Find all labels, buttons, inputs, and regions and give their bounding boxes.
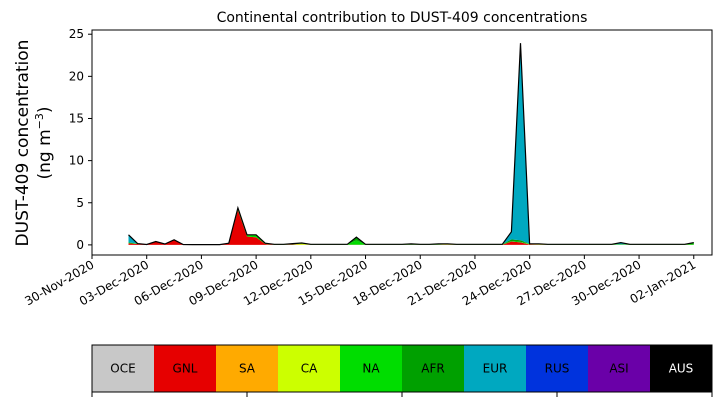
y-axis: 0 5 10 15 20 25 bbox=[69, 27, 92, 252]
area-sa bbox=[128, 210, 694, 245]
legend-label-sa: SA bbox=[239, 362, 256, 376]
legend-label-afr: AFR bbox=[421, 362, 444, 376]
legend-swatch-asi bbox=[588, 345, 650, 392]
legend-label-eur: EUR bbox=[483, 362, 508, 376]
legend-swatch-gnl bbox=[154, 345, 216, 392]
area-layers bbox=[128, 43, 694, 245]
legend-swatch-ca bbox=[278, 345, 340, 392]
chart-title: Continental contribution to DUST-409 con… bbox=[217, 10, 588, 26]
legend-label-oce: OCE bbox=[110, 362, 135, 376]
legend-swatch-aus bbox=[650, 345, 712, 392]
y-axis-label: DUST-409 concentration (ng m−3) bbox=[13, 40, 55, 247]
y-tick-label: 25 bbox=[69, 27, 84, 41]
legend: OCE GNL SA CA NA AFR EUR RUS ASI AUS bbox=[91, 344, 713, 397]
legend-label-ca: CA bbox=[301, 362, 318, 376]
y-tick-label: 20 bbox=[69, 69, 84, 83]
area-ca bbox=[128, 210, 694, 245]
legend-swatch-afr bbox=[402, 345, 464, 392]
legend-swatch-rus bbox=[526, 345, 588, 392]
y-tick-label: 5 bbox=[76, 196, 84, 210]
legend-swatch-eur bbox=[464, 345, 526, 392]
legend-label-gnl: GNL bbox=[173, 362, 198, 376]
area-eur bbox=[128, 43, 694, 245]
area-asi bbox=[128, 43, 694, 245]
plot-frame bbox=[91, 29, 713, 256]
y-axis-label-line1: DUST-409 concentration bbox=[13, 40, 33, 247]
area-rus bbox=[128, 43, 694, 245]
legend-label-asi: ASI bbox=[609, 362, 628, 376]
legend-swatch-na bbox=[340, 345, 402, 392]
y-tick-label: 15 bbox=[69, 111, 84, 125]
area-aus bbox=[128, 43, 694, 245]
legend-label-rus: RUS bbox=[545, 362, 570, 376]
y-tick-label: 10 bbox=[69, 154, 84, 168]
total-outline bbox=[128, 43, 694, 246]
legend-swatch-sa bbox=[216, 345, 278, 392]
area-na bbox=[128, 207, 694, 245]
legend-label-na: NA bbox=[362, 362, 380, 376]
y-tick-label: 0 bbox=[76, 238, 84, 252]
area-afr bbox=[128, 207, 694, 245]
x-axis: 30-Nov-202003-Dec-202006-Dec-202009-Dec-… bbox=[22, 255, 698, 308]
legend-label-aus: AUS bbox=[669, 362, 694, 376]
y-axis-label-line2: (ng m−3) bbox=[33, 106, 55, 179]
legend-swatch-oce bbox=[92, 345, 154, 392]
area-gnl bbox=[128, 210, 694, 245]
